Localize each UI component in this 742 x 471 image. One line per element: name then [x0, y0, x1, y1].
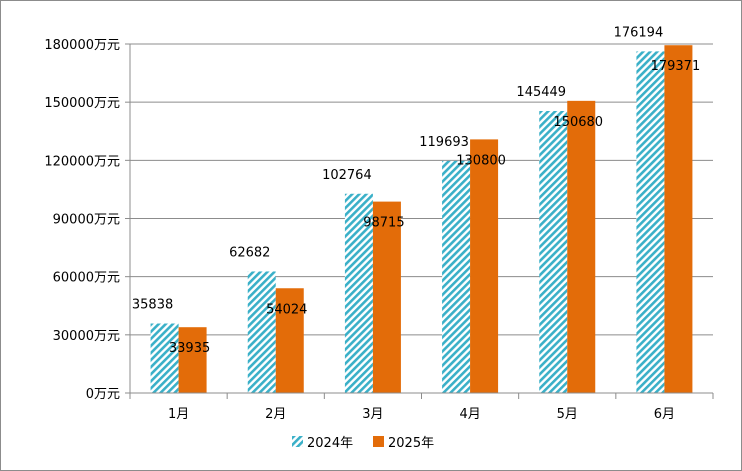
bar-series2 [275, 288, 304, 393]
data-label: 33935 [169, 341, 210, 356]
bar-series2 [470, 139, 499, 393]
bar-series1 [442, 160, 471, 393]
y-axis-ticks: 0万元 30000万元 60000万元 90000万元 120000万元 150000万元… [44, 38, 131, 402]
y-tick-label: 180000万元 [44, 38, 120, 53]
x-tick-label: 2月 [265, 407, 286, 422]
data-label: 176194 [614, 25, 664, 40]
bar-series2 [664, 45, 693, 393]
data-label: 102764 [322, 168, 372, 183]
data-label: 35838 [132, 298, 173, 313]
y-tick-label: 30000万元 [53, 329, 120, 344]
bar-series2 [178, 327, 207, 393]
data-label: 150680 [553, 115, 603, 130]
bar-series1 [150, 323, 179, 393]
x-tick-label: 6月 [654, 407, 675, 422]
data-label: 119693 [419, 135, 469, 150]
y-tick-label: 90000万元 [53, 213, 120, 228]
bars [150, 45, 693, 394]
data-label: 145449 [516, 85, 566, 100]
y-tick-label: 60000万元 [53, 271, 120, 286]
bar-series2 [372, 201, 401, 393]
bar-series1 [344, 193, 373, 393]
y-tick-label: 150000万元 [44, 96, 120, 111]
x-tick-label: 4月 [459, 407, 480, 422]
y-tick-label: 120000万元 [44, 154, 120, 169]
bar-series2 [567, 100, 596, 394]
legend: 2024年 2025年 [292, 436, 434, 451]
x-tick-label: 5月 [557, 407, 578, 422]
legend-label: 2025年 [388, 436, 434, 451]
bar-series1 [539, 110, 568, 394]
data-label: 130800 [456, 153, 506, 168]
bar-series1 [636, 51, 665, 394]
legend-swatch [292, 436, 303, 447]
gridlines [130, 43, 713, 394]
x-axis-ticks: 1月 2月 3月 4月 5月 6月 [129, 392, 714, 422]
x-tick-label: 1月 [168, 407, 189, 422]
data-labels: 35838 33935 62682 54024 102764 98715 119693 130… [132, 25, 700, 356]
data-label: 98715 [363, 216, 404, 231]
legend-swatch [373, 436, 384, 447]
x-tick-label: 3月 [362, 407, 383, 422]
legend-label: 2024年 [307, 436, 353, 451]
data-label: 179371 [651, 59, 701, 74]
data-label: 54024 [266, 302, 307, 317]
bar-series1 [247, 271, 276, 393]
data-label: 62682 [229, 245, 270, 260]
y-tick-label: 0万元 [86, 387, 120, 402]
